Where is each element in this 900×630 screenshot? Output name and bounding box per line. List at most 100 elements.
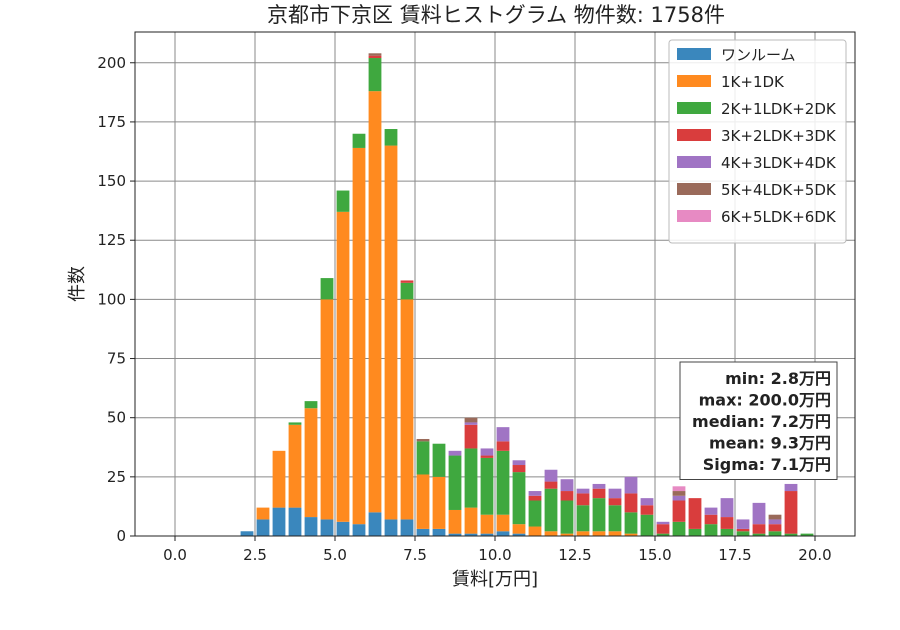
stats-line: median: 7.2万円 — [692, 412, 831, 431]
x-axis-label: 賃料[万円] — [452, 569, 538, 590]
bar-segment — [736, 519, 750, 529]
bar-segment — [640, 498, 654, 506]
bar-segment — [768, 524, 782, 532]
bar-segment — [368, 512, 382, 536]
bar-segment — [576, 505, 590, 532]
bar-segment — [624, 476, 638, 494]
bar-segment — [448, 509, 462, 534]
bar-segment — [272, 507, 286, 536]
legend-swatch — [677, 48, 711, 60]
bar-segment — [608, 498, 622, 506]
bar-segment — [272, 450, 286, 508]
y-tick-label: 175 — [97, 113, 126, 131]
y-tick-label: 100 — [97, 290, 126, 308]
bar-segment — [368, 55, 382, 59]
bar-segment — [512, 472, 526, 525]
bar-segment — [240, 531, 254, 536]
legend-label: ワンルーム — [721, 46, 796, 64]
x-tick-label: 5.0 — [323, 546, 347, 564]
bar-segment — [672, 521, 686, 536]
legend: ワンルーム 1K+1DK 2K+1LDK+2DK 3K+2LDK+3DK 4K+3LDK… — [668, 39, 847, 244]
bar-segment — [768, 519, 782, 525]
bar-segment — [304, 401, 318, 409]
bar-segment — [496, 450, 510, 515]
bar-segment — [464, 422, 478, 425]
bar-segment — [480, 533, 494, 536]
bar-segment — [480, 455, 494, 458]
bar-segment — [672, 486, 686, 492]
bar-segment — [368, 91, 382, 513]
legend-swatch — [677, 183, 711, 195]
bar-segment — [656, 521, 670, 525]
bar-segment — [400, 280, 414, 283]
bar-segment — [624, 493, 638, 513]
x-tick-label: 20.0 — [798, 546, 831, 564]
bar-segment — [528, 495, 542, 501]
y-tick-label: 125 — [97, 231, 126, 249]
bar-segment — [464, 507, 478, 534]
bar-segment — [752, 502, 766, 525]
bar-segment — [608, 531, 622, 536]
bar-segment — [400, 299, 414, 520]
stats-line: max: 200.0万円 — [699, 391, 831, 410]
legend-label: 4K+3LDK+4DK — [721, 154, 837, 172]
bar-segment — [768, 514, 782, 520]
bar-segment — [528, 526, 542, 536]
bar-segment — [688, 528, 702, 536]
bar-segment — [336, 190, 350, 212]
bar-segment — [512, 460, 526, 466]
bar-segment — [304, 408, 318, 518]
bar-segment — [784, 483, 798, 492]
stats-box-frame — [679, 361, 838, 480]
bars-layer — [240, 53, 814, 536]
bar-segment — [736, 528, 750, 532]
bar-segment — [720, 528, 734, 536]
bar-segment — [384, 145, 398, 520]
bar-segment — [608, 505, 622, 532]
x-tick-label: 17.5 — [718, 546, 751, 564]
bar-segment — [400, 519, 414, 536]
bar-segment — [752, 533, 766, 536]
bar-segment — [368, 53, 382, 56]
bar-segment — [592, 531, 606, 536]
y-tick-label: 75 — [107, 350, 126, 368]
bar-segment — [432, 528, 446, 536]
bar-segment — [448, 450, 462, 456]
bar-segment — [544, 469, 558, 482]
bar-segment — [672, 495, 686, 501]
y-tick-label: 200 — [97, 54, 126, 72]
x-tick-label: 7.5 — [403, 546, 427, 564]
bar-segment — [784, 533, 798, 536]
bar-segment — [464, 417, 478, 423]
bar-segment — [416, 441, 430, 475]
y-tick-label: 0 — [116, 527, 126, 545]
bar-segment — [672, 500, 686, 522]
bar-segment — [368, 58, 382, 92]
bar-segment — [656, 533, 670, 536]
x-tick-label: 2.5 — [243, 546, 267, 564]
bar-segment — [400, 282, 414, 300]
bar-segment — [512, 524, 526, 534]
bar-segment — [480, 514, 494, 534]
bar-segment — [608, 488, 622, 499]
y-axis-label: 件数 — [67, 266, 88, 302]
bar-segment — [560, 479, 574, 492]
bar-segment — [576, 531, 590, 536]
y-tick-label: 50 — [107, 409, 126, 427]
bar-segment — [320, 299, 334, 520]
grid-lines — [135, 32, 855, 537]
bar-segment — [800, 533, 814, 536]
bar-segment — [768, 531, 782, 536]
bar-segment — [720, 517, 734, 529]
legend-label: 6K+5LDK+6DK — [721, 208, 837, 226]
bar-segment — [288, 422, 302, 425]
y-tick-label: 25 — [107, 468, 126, 486]
bar-segment — [640, 505, 654, 515]
bar-segment — [544, 481, 558, 489]
bar-segment — [464, 424, 478, 449]
bar-segment — [688, 498, 702, 529]
legend-swatch — [677, 129, 711, 141]
bar-segment — [352, 524, 366, 536]
bar-segment — [736, 531, 750, 536]
bar-segment — [640, 514, 654, 536]
